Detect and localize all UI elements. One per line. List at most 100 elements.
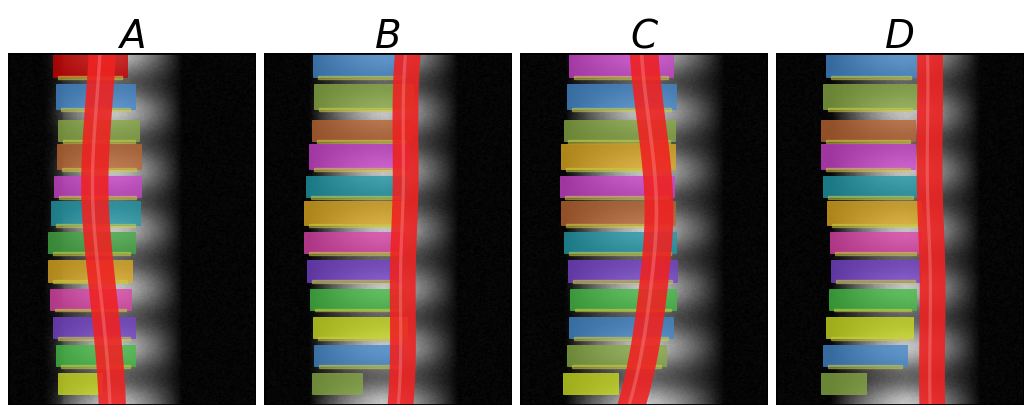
Bar	[53, 253, 130, 256]
Bar	[560, 177, 674, 197]
Bar	[57, 373, 102, 394]
Bar	[564, 233, 676, 254]
Bar	[826, 201, 921, 225]
Bar	[831, 337, 908, 340]
Bar	[315, 309, 399, 312]
Bar	[310, 197, 400, 199]
Polygon shape	[617, 54, 674, 405]
Bar	[821, 121, 915, 142]
Bar	[565, 169, 670, 171]
Bar	[56, 345, 135, 366]
Bar	[821, 373, 865, 394]
Bar	[313, 54, 408, 78]
Bar	[574, 77, 669, 80]
Bar	[563, 121, 675, 142]
Bar	[53, 54, 127, 78]
Bar	[56, 225, 135, 228]
Bar	[48, 233, 135, 254]
Text: C: C	[631, 18, 657, 56]
Text: B: B	[375, 18, 401, 56]
Bar	[566, 225, 671, 228]
Bar	[53, 281, 127, 284]
Text: D: D	[885, 18, 915, 56]
Bar	[314, 169, 403, 171]
Bar	[563, 373, 617, 394]
Bar	[831, 77, 910, 80]
Bar	[50, 289, 131, 310]
Bar	[826, 140, 910, 143]
Bar	[309, 253, 398, 256]
Bar	[54, 309, 127, 312]
Bar	[318, 337, 402, 340]
Bar	[829, 289, 916, 310]
Bar	[61, 109, 130, 112]
Bar	[829, 233, 922, 254]
Polygon shape	[91, 54, 112, 405]
Bar	[835, 253, 916, 256]
Bar	[48, 261, 132, 282]
Bar	[567, 345, 666, 366]
Bar	[309, 145, 409, 169]
Bar	[821, 145, 915, 169]
Bar	[571, 365, 662, 368]
Bar	[304, 233, 403, 254]
Bar	[318, 365, 398, 368]
Bar	[306, 177, 404, 197]
Bar	[569, 54, 674, 78]
Bar	[57, 145, 141, 169]
Bar	[574, 337, 669, 340]
Bar	[51, 201, 140, 225]
Bar	[826, 169, 910, 171]
Bar	[561, 201, 675, 225]
Bar	[312, 373, 361, 394]
Bar	[317, 140, 407, 143]
Bar	[304, 201, 403, 225]
Bar	[61, 365, 130, 368]
Bar	[823, 177, 918, 197]
Bar	[823, 345, 907, 366]
Bar	[826, 54, 915, 78]
Bar	[309, 225, 398, 228]
Bar	[54, 177, 141, 197]
Bar	[569, 253, 671, 256]
Polygon shape	[628, 54, 658, 405]
Bar	[59, 197, 136, 199]
Bar	[56, 85, 135, 110]
Bar	[312, 121, 412, 142]
Bar	[317, 77, 402, 80]
Polygon shape	[926, 54, 932, 405]
Bar	[62, 169, 136, 171]
Bar	[835, 309, 911, 312]
Polygon shape	[916, 54, 945, 405]
Bar	[561, 145, 675, 169]
Bar	[569, 317, 674, 338]
Bar	[568, 140, 670, 143]
Bar	[57, 121, 139, 142]
Bar	[823, 85, 918, 110]
Bar	[571, 109, 671, 112]
Bar	[312, 281, 396, 284]
Bar	[313, 85, 413, 110]
Polygon shape	[81, 54, 126, 405]
Bar	[836, 281, 915, 284]
Bar	[567, 261, 677, 282]
Bar	[567, 85, 676, 110]
Bar	[831, 225, 916, 228]
Bar	[57, 337, 130, 340]
Bar	[569, 289, 676, 310]
Bar	[565, 197, 669, 199]
Bar	[318, 109, 408, 112]
Bar	[572, 281, 672, 284]
Bar	[828, 365, 902, 368]
Bar	[53, 317, 135, 338]
Bar	[574, 309, 671, 312]
Bar	[313, 317, 408, 338]
Bar	[307, 261, 401, 282]
Bar	[828, 197, 912, 199]
Bar	[826, 317, 913, 338]
Text: A: A	[119, 18, 145, 56]
Bar	[830, 261, 920, 282]
Bar	[57, 77, 122, 80]
Bar	[828, 109, 912, 112]
Polygon shape	[388, 54, 421, 405]
